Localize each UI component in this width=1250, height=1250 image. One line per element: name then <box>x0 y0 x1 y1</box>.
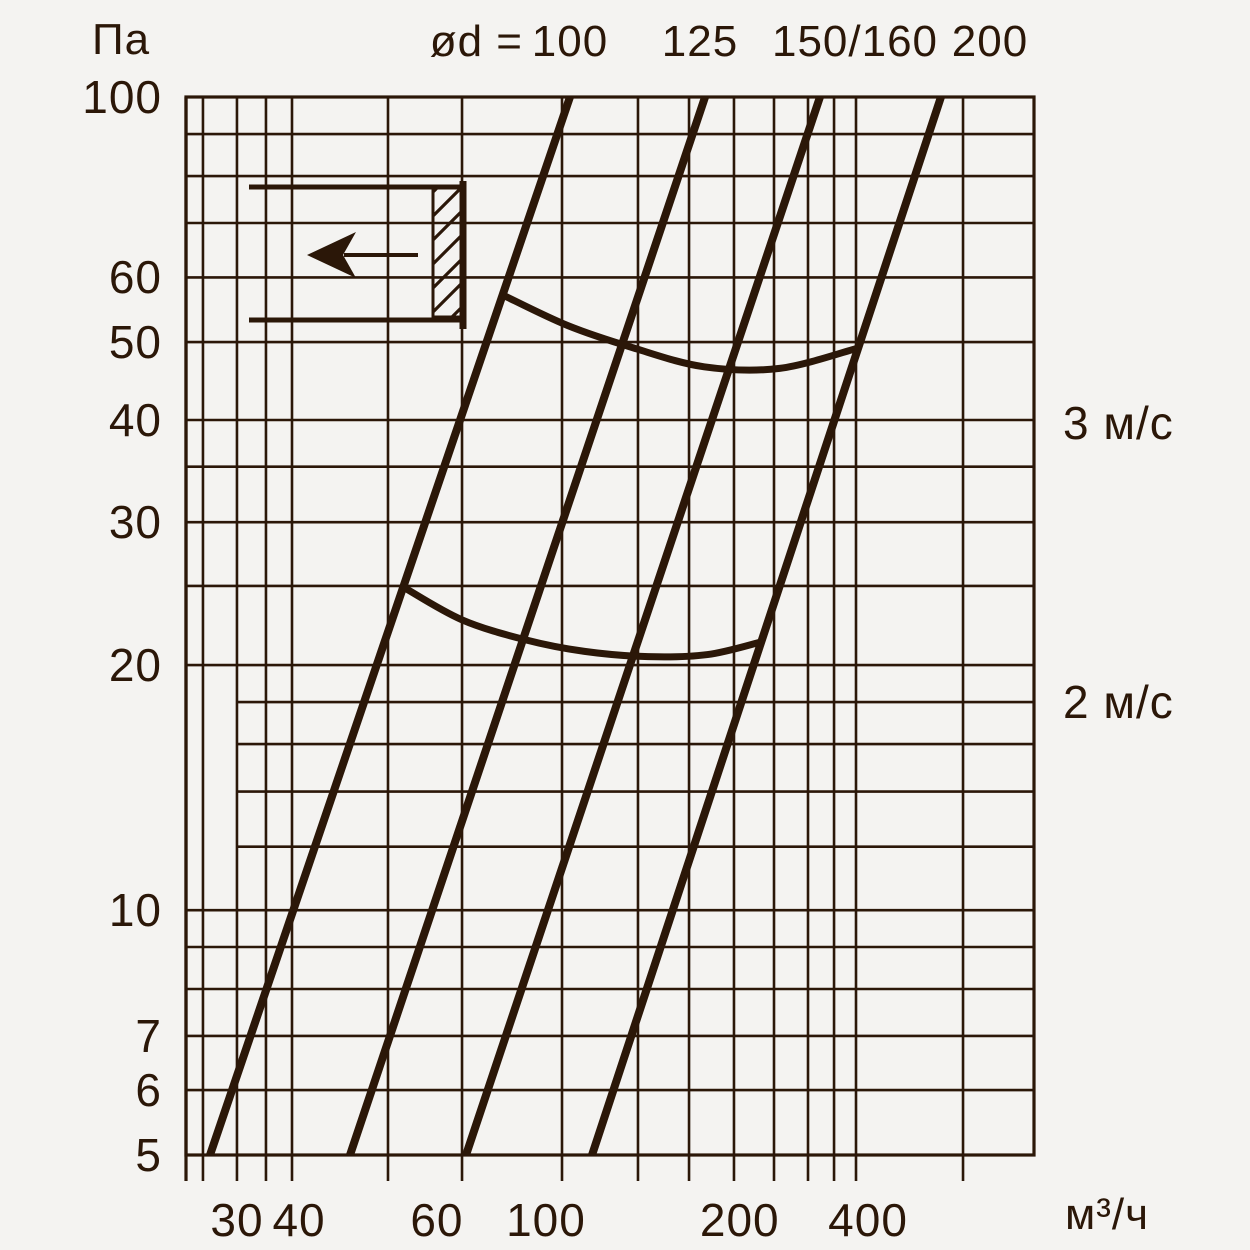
velocity-curve-2 м/с <box>401 584 763 661</box>
x-axis-label-200: 200 <box>699 1194 780 1246</box>
y-axis-label-100: 100 <box>82 71 162 123</box>
x-axis-label-60: 60 <box>410 1194 464 1246</box>
y-axis-label-20: 20 <box>108 639 162 692</box>
diameter-line-200 <box>588 95 945 1157</box>
duct-grille-symbol <box>249 181 467 329</box>
y-axis-label-10: 10 <box>108 884 162 937</box>
diameter-line-150/160 <box>462 95 824 1157</box>
velocity-label-2ms: 2 м/с <box>1063 676 1174 729</box>
x-axis-label-30: 30 <box>210 1194 264 1246</box>
diameter-label-100: 100 <box>531 17 609 66</box>
airflow-arrow-icon <box>307 232 418 278</box>
y-axis-label-60: 60 <box>108 251 162 304</box>
grid <box>186 95 1034 1181</box>
diameter-label-125: 125 <box>661 17 739 66</box>
plot-frame <box>184 95 1036 1181</box>
x-axis-label-100: 100 <box>506 1194 586 1246</box>
y-axis-label-5: 5 <box>135 1129 162 1181</box>
y-axis-unit-label: Па <box>91 15 151 64</box>
diameter-label-150/160: 150/160 <box>771 17 939 66</box>
velocity-curve-3 м/с <box>501 291 860 374</box>
x-axis-unit-label: м³/ч <box>1065 1190 1150 1239</box>
grille-hatch-icon <box>433 188 461 317</box>
y-axis-label-50: 50 <box>108 316 162 369</box>
y-axis-label-40: 40 <box>108 394 162 446</box>
diameter-prefix-label: ød = <box>429 17 523 66</box>
diameter-line-100 <box>206 95 574 1157</box>
velocity-label-3ms: 3 м/с <box>1063 396 1174 449</box>
y-axis-label-6: 6 <box>135 1064 162 1117</box>
diameter-line-125 <box>346 95 709 1157</box>
y-axis-label-7: 7 <box>135 1009 162 1062</box>
x-axis-label-40: 40 <box>272 1194 326 1246</box>
y-axis-label-30: 30 <box>108 496 162 549</box>
diameter-label-200: 200 <box>951 17 1029 66</box>
x-axis-label-400: 400 <box>828 1194 908 1246</box>
